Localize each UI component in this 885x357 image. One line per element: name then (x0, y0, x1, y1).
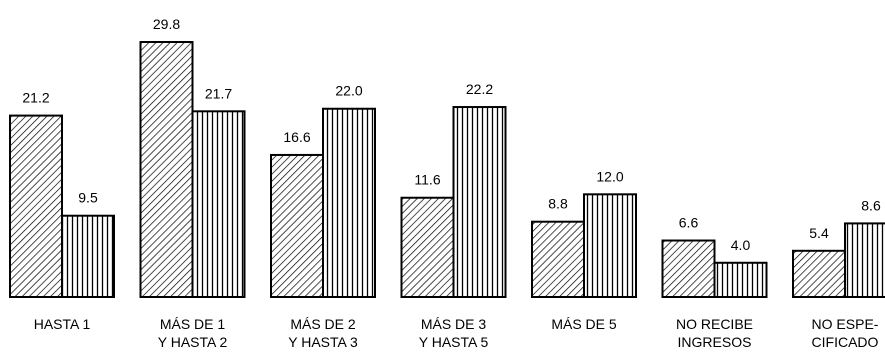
value-labels-group: 21.2 9.5 29.8 21.7 16.6 22.0 11.6 22.2 8.8 12.0 6.… (22, 16, 881, 253)
value-label: 11.6 (414, 172, 440, 188)
bar-mas-de-3-y-hasta-5-series-2 (452, 106, 507, 298)
value-label: 29.8 (153, 16, 180, 32)
value-label: 21.2 (22, 90, 49, 106)
value-label: 22.0 (335, 83, 362, 99)
category-label: NO RECIBE (676, 316, 753, 332)
category-label: Y HASTA 3 (288, 334, 358, 350)
category-label: HASTA 1 (34, 316, 91, 332)
bar-mas-de-1-y-hasta-2-series-2 (191, 110, 246, 298)
bar-mas-de-5-series-2 (583, 193, 637, 298)
bar-no-espe-cificado-series-2 (844, 222, 885, 298)
value-label: 4.0 (731, 237, 751, 253)
category-labels-group: HASTA 1 MÁS DE 1 Y HASTA 2 MÁS DE 2 Y HASTA … (34, 316, 879, 350)
category-label: Y HASTA 5 (419, 334, 489, 350)
value-label: 8.8 (548, 196, 568, 212)
category-label: NO ESPE- (812, 316, 879, 332)
bar-mas-de-2-y-hasta-3-series-1 (270, 153, 324, 298)
category-label: Y HASTA 2 (158, 334, 228, 350)
value-label: 8.6 (861, 197, 881, 213)
category-label: MÁS DE 2 (290, 316, 356, 332)
value-label: 9.5 (78, 190, 98, 206)
bar-mas-de-3-y-hasta-5-series-1 (400, 196, 455, 298)
value-label: 22.2 (466, 81, 493, 97)
bar-no-recibe-ingresos-series-2 (713, 261, 768, 299)
bar-mas-de-5-series-1 (531, 220, 585, 298)
bar-hasta-1-series-1 (9, 114, 63, 298)
value-label: 12.0 (596, 168, 623, 184)
category-label: CIFICADO (812, 334, 879, 350)
category-label: MÁS DE 3 (421, 316, 487, 332)
bar-no-espe-cificado-series-1 (792, 249, 846, 298)
category-label: MÁS DE 5 (551, 316, 617, 332)
bars-group (9, 41, 885, 299)
bar-hasta-1-series-2 (61, 214, 115, 298)
value-label: 6.6 (679, 215, 699, 231)
value-label: 5.4 (809, 225, 829, 241)
bar-mas-de-2-y-hasta-3-series-2 (322, 107, 376, 298)
category-label: INGRESOS (678, 334, 752, 350)
bar-mas-de-1-y-hasta-2-series-1 (139, 41, 194, 298)
value-label: 21.7 (205, 85, 232, 101)
category-label: MÁS DE 1 (160, 316, 226, 332)
bar-no-recibe-ingresos-series-1 (661, 239, 716, 298)
value-label: 16.6 (283, 129, 310, 145)
